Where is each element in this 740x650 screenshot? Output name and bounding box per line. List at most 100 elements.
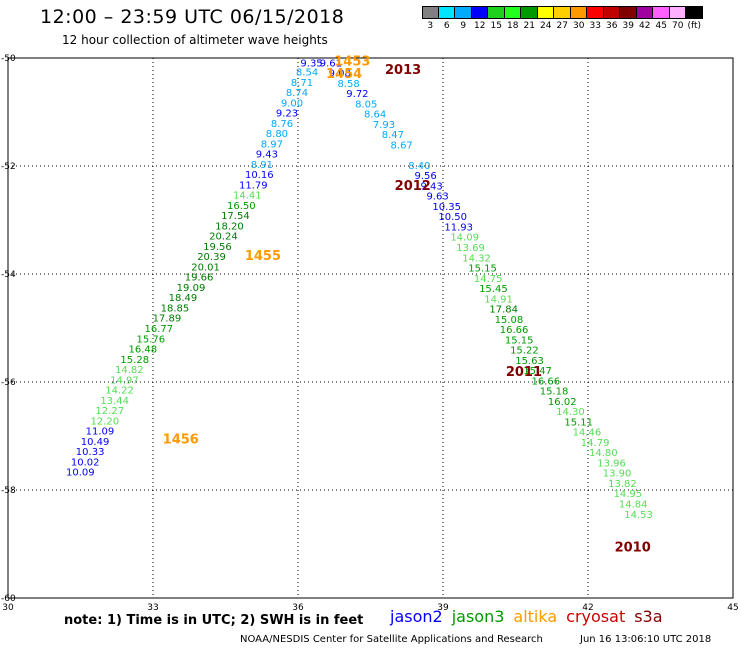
legend-cryosat: cryosat <box>566 607 626 626</box>
swh-value: 9.61 <box>320 58 342 69</box>
swh-value: 9.43 <box>420 181 442 192</box>
latitude-tick-label: -52 <box>1 162 16 172</box>
swh-value: 13.69 <box>456 243 485 254</box>
scale-swatch-label: 3 <box>427 21 434 31</box>
swh-value: 7.93 <box>373 120 395 131</box>
scale-swatch: 27 <box>554 6 571 31</box>
swh-value: 8.67 <box>391 140 413 151</box>
swh-value: 14.82 <box>115 365 144 376</box>
latitude-tick-label: -54 <box>1 270 16 280</box>
swh-value: 8.97 <box>261 139 283 150</box>
swh-value: 8.74 <box>286 88 308 99</box>
map-title: 12:00 – 23:59 UTC 06/15/2018 <box>40 6 345 28</box>
wave-height-values: 9.358.548.718.749.009.238.768.808.979.43… <box>66 58 653 520</box>
swh-value: 19.66 <box>185 273 214 284</box>
swh-value: 16.02 <box>548 397 577 408</box>
swh-value: 13.96 <box>597 458 626 469</box>
swh-value: 14.75 <box>474 274 503 285</box>
swh-value: 19.56 <box>203 242 232 253</box>
scale-swatch-label: 45 <box>655 21 667 31</box>
swh-value: 14.95 <box>614 489 643 500</box>
swh-value: 18.49 <box>169 293 198 304</box>
scale-swatch-label: 39 <box>622 21 634 31</box>
swh-value: 15.63 <box>515 356 544 367</box>
swh-value: 17.54 <box>221 211 250 222</box>
swh-value: 8.40 <box>408 161 430 172</box>
longitude-tick-label: 36 <box>292 603 304 613</box>
swh-value: 8.71 <box>291 78 313 89</box>
swh-value: 9.00 <box>281 98 303 109</box>
swh-value: 8.76 <box>271 119 293 130</box>
swh-value: 16.77 <box>145 324 174 335</box>
scale-swatch-label: 9 <box>460 21 467 31</box>
swh-value: 14.22 <box>105 386 134 397</box>
scale-swatch: 6 <box>438 6 455 31</box>
satellite-legend: jason2 jason3 altika cryosat s3a <box>390 607 672 626</box>
scale-swatch: 36 <box>603 6 620 31</box>
scale-swatch-label: (ft) <box>687 21 702 31</box>
wave-height-color-scale: 3 6 9 12 15 18 21 24 27 30 33 36 39 42 45 70 (ft) <box>422 6 703 31</box>
swh-value: 14.80 <box>589 448 618 459</box>
scale-swatch: 30 <box>570 6 587 31</box>
credit-line: NOAA/NESDIS Center for Satellite Applica… <box>240 634 543 645</box>
swh-value: 12.27 <box>95 406 124 417</box>
pass-time-label: 2012 <box>395 179 431 194</box>
swh-value: 9.23 <box>276 109 298 120</box>
pass-time-label: 1456 <box>163 433 199 448</box>
scale-swatch: 33 <box>587 6 604 31</box>
swh-value: 16.48 <box>128 345 157 356</box>
swh-value: 16.66 <box>500 325 529 336</box>
swh-value: 17.89 <box>153 314 182 325</box>
swh-value: 13.90 <box>603 469 632 480</box>
map-subtitle: 12 hour collection of altimeter wave hei… <box>62 33 328 47</box>
scale-swatch-label: 36 <box>606 21 618 31</box>
swh-value: 14.41 <box>233 191 262 202</box>
swh-value: 20.01 <box>191 262 220 273</box>
swh-value: 15.76 <box>137 334 166 345</box>
latitude-tick-label: -50 <box>1 54 16 64</box>
swh-value: 15.11 <box>564 417 593 428</box>
pass-time-label: 2013 <box>385 63 421 78</box>
axis-tick-labels: 30 33 36 39 42 45 -50 -52 -54 -56 -58 -60 <box>1 54 739 613</box>
scale-swatch-label: 15 <box>490 21 502 31</box>
swh-value: 9.63 <box>426 192 448 203</box>
swh-value: 20.39 <box>197 252 226 263</box>
scale-swatch: 15 <box>488 6 505 31</box>
swh-value: 9.43 <box>256 150 278 161</box>
scale-swatch: 18 <box>504 6 521 31</box>
scale-swatch-label: 70 <box>672 21 684 31</box>
scale-swatch: 45 <box>653 6 670 31</box>
scale-swatch-label: 30 <box>573 21 585 31</box>
swh-value: 14.79 <box>581 438 610 449</box>
scale-swatch: 42 <box>636 6 653 31</box>
pass-time-label: 1454 <box>326 67 362 82</box>
scale-swatch: 70 <box>669 6 686 31</box>
swh-value: 8.05 <box>355 99 377 110</box>
swh-value: 20.24 <box>209 232 238 243</box>
swh-value: 19.09 <box>177 283 206 294</box>
scale-swatch-label: 21 <box>523 21 535 31</box>
swh-value: 11.93 <box>444 222 473 233</box>
scale-swatch-label: 42 <box>639 21 651 31</box>
longitude-tick-label: 45 <box>727 603 738 613</box>
swh-value: 15.08 <box>495 315 524 326</box>
swh-value: 10.02 <box>71 457 100 468</box>
legend-jason3: jason3 <box>451 607 505 626</box>
latitude-tick-label: -60 <box>1 594 16 604</box>
scale-swatch-label: 18 <box>507 21 519 31</box>
swh-value: 14.46 <box>573 428 602 439</box>
swh-value: 10.35 <box>432 202 461 213</box>
latitude-tick-label: -56 <box>1 378 16 388</box>
swh-value: 15.15 <box>468 264 497 275</box>
swh-value: 9.35 <box>300 58 322 69</box>
swh-value: 8.91 <box>251 160 273 171</box>
swh-value: 11.79 <box>239 180 268 191</box>
scale-swatch-label: 24 <box>540 21 552 31</box>
swh-value: 18.20 <box>215 221 244 232</box>
swh-value: 14.91 <box>484 294 513 305</box>
legend-altika: altika <box>513 607 558 626</box>
swh-value: 14.97 <box>110 375 139 386</box>
swh-value: 14.84 <box>619 500 648 511</box>
swh-value: 15.18 <box>540 387 569 398</box>
